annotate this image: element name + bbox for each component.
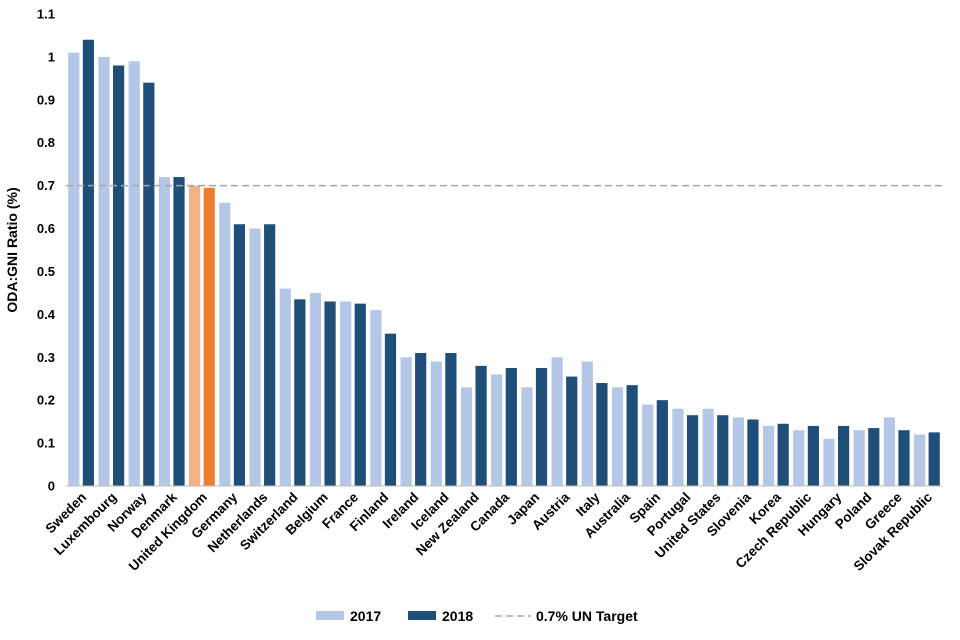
legend-un-target-label: 0.7% UN Target bbox=[536, 608, 638, 624]
bar-2017 bbox=[491, 374, 503, 486]
bar-2017 bbox=[913, 434, 926, 486]
bar-2018 bbox=[535, 368, 548, 486]
bar-2017 bbox=[732, 417, 744, 486]
bar-2018 bbox=[566, 376, 578, 486]
y-tick-label: 0.4 bbox=[37, 307, 56, 322]
bar-2017 bbox=[68, 52, 80, 486]
bar-2018 bbox=[264, 224, 276, 486]
legend-2018-swatch bbox=[408, 611, 436, 620]
bar-2018 bbox=[415, 352, 427, 486]
y-tick-label: 0.3 bbox=[37, 350, 55, 365]
bar-2018 bbox=[82, 39, 95, 486]
bar-2017 bbox=[98, 56, 110, 487]
bar-2018 bbox=[203, 187, 215, 487]
bar-2018 bbox=[868, 428, 880, 486]
y-axis-label: ODA:GNI Ratio (%) bbox=[4, 187, 20, 312]
bar-2017 bbox=[762, 425, 775, 486]
bar-2018 bbox=[294, 299, 306, 486]
bar-2018 bbox=[143, 82, 155, 487]
y-tick-label: 1.1 bbox=[37, 7, 55, 22]
bar-2018 bbox=[656, 400, 668, 486]
bar-2017 bbox=[823, 438, 835, 486]
bar-2018 bbox=[596, 383, 608, 486]
bar-2018 bbox=[324, 301, 336, 486]
bar-2017 bbox=[883, 417, 895, 486]
y-tick-label: 0.7 bbox=[37, 178, 55, 193]
y-tick-label: 0.8 bbox=[37, 135, 55, 150]
y-tick-label: 0 bbox=[48, 479, 55, 494]
y-tick-label: 0.5 bbox=[37, 264, 55, 279]
bar-2017 bbox=[158, 177, 171, 486]
bar-2017 bbox=[611, 387, 624, 486]
y-tick-label: 0.9 bbox=[37, 92, 55, 107]
legend-2017-label: 2017 bbox=[350, 608, 381, 624]
bar-2018 bbox=[747, 419, 759, 486]
bar-2017 bbox=[189, 185, 201, 487]
bar-2018 bbox=[837, 425, 850, 486]
bar-2018 bbox=[928, 432, 940, 486]
y-tick-label: 1 bbox=[48, 49, 55, 64]
bar-2018 bbox=[233, 224, 246, 486]
bar-2017 bbox=[702, 408, 714, 486]
bar-2017 bbox=[551, 357, 563, 486]
bar-2018 bbox=[505, 368, 517, 486]
bar-2018 bbox=[354, 303, 366, 486]
bar-2017 bbox=[249, 228, 261, 486]
y-tick-label: 0.6 bbox=[37, 221, 55, 236]
bar-2018 bbox=[173, 177, 185, 486]
bar-2017 bbox=[430, 361, 442, 486]
bar-2017 bbox=[672, 408, 684, 486]
bar-2017 bbox=[460, 387, 473, 486]
bar-2018 bbox=[777, 423, 789, 486]
bar-2018 bbox=[898, 430, 910, 486]
bar-2018 bbox=[445, 352, 457, 486]
bar-2018 bbox=[686, 415, 699, 486]
bar-2017 bbox=[581, 361, 593, 486]
bar-2017 bbox=[642, 404, 654, 486]
legend-2017-swatch bbox=[316, 611, 344, 620]
y-tick-label: 0.1 bbox=[37, 436, 55, 451]
bar-2017 bbox=[400, 357, 412, 486]
bar-2017 bbox=[340, 301, 352, 486]
bar-2017 bbox=[128, 61, 140, 486]
legend-2018-label: 2018 bbox=[442, 608, 473, 624]
bars bbox=[68, 39, 940, 487]
bar-2018 bbox=[807, 425, 819, 486]
bar-2017 bbox=[279, 288, 291, 486]
bar-2017 bbox=[793, 430, 805, 486]
y-tick-label: 0.2 bbox=[37, 393, 55, 408]
bar-2017 bbox=[853, 430, 865, 486]
bar-2017 bbox=[370, 310, 382, 486]
bar-2018 bbox=[626, 385, 638, 486]
bar-2018 bbox=[475, 365, 487, 486]
bar-2018 bbox=[113, 65, 125, 486]
bar-2017 bbox=[309, 292, 322, 486]
bar-2017 bbox=[521, 387, 533, 486]
legend: 2017 2018 0.7% UN Target bbox=[316, 608, 638, 624]
bar-2017 bbox=[219, 202, 231, 487]
bar-2018 bbox=[717, 415, 729, 486]
y-axis-ticks: 0 0.1 0.2 0.3 0.4 0.5 0.6 0.7 0.8 0.9 1 1.1 bbox=[37, 7, 56, 494]
bar-2018 bbox=[384, 333, 397, 486]
